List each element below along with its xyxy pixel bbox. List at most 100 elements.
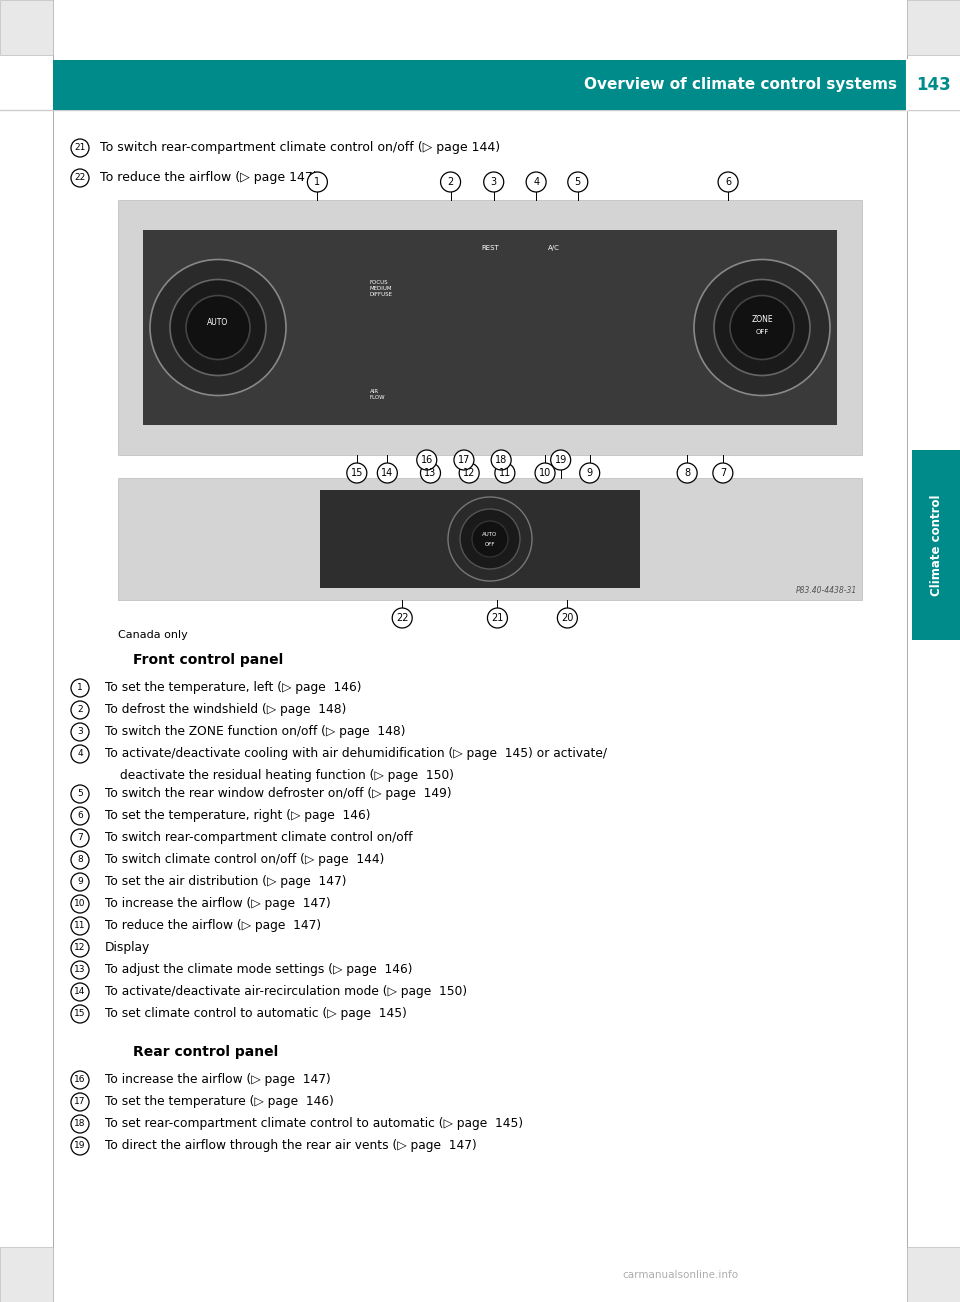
Text: Overview of climate control systems: Overview of climate control systems	[584, 78, 897, 92]
Text: AUTO: AUTO	[482, 533, 497, 538]
FancyBboxPatch shape	[320, 490, 640, 589]
Circle shape	[71, 874, 89, 891]
Text: 4: 4	[77, 750, 83, 759]
Text: 9: 9	[77, 878, 83, 887]
Circle shape	[71, 1115, 89, 1133]
Text: To activate/deactivate air-recirculation mode (▷ page  150): To activate/deactivate air-recirculation…	[105, 986, 468, 999]
Text: 12: 12	[463, 467, 475, 478]
Text: To switch rear-compartment climate control on/off: To switch rear-compartment climate contr…	[105, 832, 413, 845]
Text: 15: 15	[350, 467, 363, 478]
Text: 8: 8	[684, 467, 690, 478]
Text: OFF: OFF	[756, 329, 769, 336]
Text: To adjust the climate mode settings (▷ page  146): To adjust the climate mode settings (▷ p…	[105, 963, 413, 976]
Text: To switch climate control on/off (▷ page  144): To switch climate control on/off (▷ page…	[105, 854, 384, 867]
Text: AUTO: AUTO	[207, 318, 228, 327]
Circle shape	[551, 450, 570, 470]
Text: 19: 19	[74, 1142, 85, 1151]
Circle shape	[677, 464, 697, 483]
Circle shape	[495, 464, 515, 483]
Circle shape	[71, 745, 89, 763]
Circle shape	[459, 464, 479, 483]
Circle shape	[71, 939, 89, 957]
Text: To reduce the airflow (▷ page  147): To reduce the airflow (▷ page 147)	[105, 919, 322, 932]
Circle shape	[454, 450, 474, 470]
Text: 21: 21	[74, 143, 85, 152]
Circle shape	[71, 894, 89, 913]
Circle shape	[71, 807, 89, 825]
Text: To set rear-compartment climate control to automatic (▷ page  145): To set rear-compartment climate control …	[105, 1117, 523, 1130]
Text: To activate/deactivate cooling with air dehumidification (▷ page  145) or activa: To activate/deactivate cooling with air …	[105, 747, 607, 760]
Text: P83.40-4438-31: P83.40-4438-31	[796, 586, 857, 595]
Text: 7: 7	[720, 467, 726, 478]
Circle shape	[714, 280, 810, 375]
Circle shape	[71, 961, 89, 979]
Circle shape	[170, 280, 266, 375]
Text: 10: 10	[539, 467, 551, 478]
Text: 8: 8	[77, 855, 83, 865]
Text: To direct the airflow through the rear air vents (▷ page  147): To direct the airflow through the rear a…	[105, 1139, 477, 1152]
Text: 5: 5	[77, 789, 83, 798]
Text: 18: 18	[74, 1120, 85, 1129]
Text: carmanualsonline.info: carmanualsonline.info	[622, 1269, 738, 1280]
Text: 17: 17	[458, 454, 470, 465]
Text: To increase the airflow (▷ page  147): To increase the airflow (▷ page 147)	[105, 1074, 331, 1086]
Circle shape	[71, 169, 89, 187]
Text: To reduce the airflow (▷ page 147): To reduce the airflow (▷ page 147)	[100, 172, 318, 185]
Text: To switch rear-compartment climate control on/off (▷ page 144): To switch rear-compartment climate contr…	[100, 142, 500, 155]
Circle shape	[472, 521, 508, 557]
Text: 14: 14	[74, 987, 85, 996]
Circle shape	[71, 917, 89, 935]
Text: 17: 17	[74, 1098, 85, 1107]
Text: 22: 22	[74, 173, 85, 182]
FancyBboxPatch shape	[912, 450, 960, 641]
Circle shape	[71, 723, 89, 741]
Text: 12: 12	[74, 944, 85, 953]
Text: 9: 9	[587, 467, 592, 478]
Text: To increase the airflow (▷ page  147): To increase the airflow (▷ page 147)	[105, 897, 331, 910]
Text: AIR
FLOW: AIR FLOW	[370, 389, 386, 400]
Text: 3: 3	[491, 177, 496, 187]
Text: To set the temperature, left (▷ page  146): To set the temperature, left (▷ page 146…	[105, 681, 362, 694]
Circle shape	[420, 464, 441, 483]
Circle shape	[718, 172, 738, 191]
Text: 20: 20	[562, 613, 573, 622]
Text: 143: 143	[917, 76, 951, 94]
Circle shape	[347, 464, 367, 483]
Circle shape	[71, 1137, 89, 1155]
Circle shape	[71, 139, 89, 158]
Text: 5: 5	[575, 177, 581, 187]
Text: 11: 11	[499, 467, 511, 478]
Circle shape	[71, 1092, 89, 1111]
Text: 19: 19	[555, 454, 566, 465]
Text: deactivate the residual heating function (▷ page  150): deactivate the residual heating function…	[120, 769, 454, 783]
Text: 7: 7	[77, 833, 83, 842]
Text: 4: 4	[533, 177, 540, 187]
Circle shape	[71, 1005, 89, 1023]
FancyBboxPatch shape	[118, 478, 862, 600]
FancyBboxPatch shape	[907, 60, 960, 109]
Circle shape	[580, 464, 600, 483]
FancyBboxPatch shape	[907, 1247, 960, 1302]
Text: 6: 6	[77, 811, 83, 820]
Circle shape	[488, 608, 508, 628]
Text: Display: Display	[105, 941, 151, 954]
Text: A/C: A/C	[548, 245, 560, 251]
Circle shape	[694, 259, 830, 396]
Text: To defrost the windshield (▷ page  148): To defrost the windshield (▷ page 148)	[105, 703, 347, 716]
Circle shape	[393, 608, 412, 628]
Text: To set the temperature (▷ page  146): To set the temperature (▷ page 146)	[105, 1095, 334, 1108]
FancyBboxPatch shape	[0, 1247, 53, 1302]
Circle shape	[71, 829, 89, 848]
Text: Canada only: Canada only	[118, 630, 188, 641]
Circle shape	[567, 172, 588, 191]
Text: 2: 2	[77, 706, 83, 715]
Text: 1: 1	[77, 684, 83, 693]
Text: 1: 1	[314, 177, 321, 187]
Circle shape	[150, 259, 286, 396]
Text: 10: 10	[74, 900, 85, 909]
Circle shape	[730, 296, 794, 359]
Text: 11: 11	[74, 922, 85, 931]
FancyBboxPatch shape	[907, 0, 960, 55]
Text: 13: 13	[424, 467, 437, 478]
Text: 18: 18	[495, 454, 507, 465]
